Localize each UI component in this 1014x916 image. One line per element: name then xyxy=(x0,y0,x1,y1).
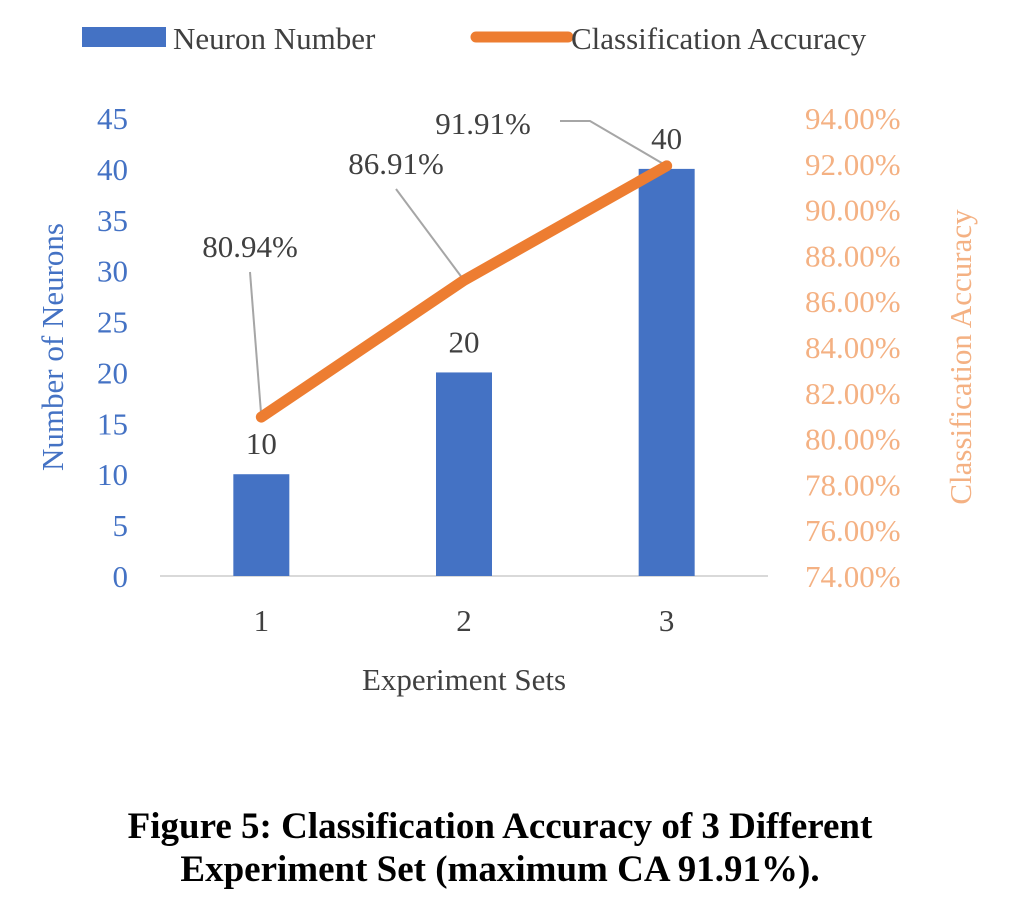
y-right-tick-label: 90.00% xyxy=(805,193,901,228)
chart-axes: 1 2 3 Experiment Sets 0 5 10 15 20 25 30 35 40 45 Numb… xyxy=(35,101,978,697)
line-point xyxy=(257,413,266,422)
y-right-tick-label: 82.00% xyxy=(805,376,901,411)
bar-series xyxy=(233,168,695,576)
leader-line xyxy=(395,188,465,281)
y-right-tick-label: 94.00% xyxy=(805,101,901,136)
data-labels: 10 20 40 80.94% 86.91% 91.91% xyxy=(202,106,682,461)
y-right-tick-label: 88.00% xyxy=(805,238,901,273)
y-right-tick-label: 92.00% xyxy=(805,147,901,182)
legend-swatch-neuron-number xyxy=(82,27,166,47)
bar xyxy=(233,474,290,576)
chart-legend: Neuron Number Classification Accuracy xyxy=(82,21,867,56)
x-tick-label: 1 xyxy=(254,603,270,638)
y-left-tick-label: 20 xyxy=(97,355,128,390)
y-right-tick-label: 80.00% xyxy=(805,422,901,457)
y-left-tick-label: 30 xyxy=(97,254,128,289)
y-right-tick-label: 76.00% xyxy=(805,513,901,548)
caption-line-2: Experiment Set (maximum CA 91.91%). xyxy=(180,849,820,890)
x-tick-label: 3 xyxy=(659,603,675,638)
bar-value-label: 40 xyxy=(651,121,682,156)
legend-label-neuron-number: Neuron Number xyxy=(173,21,376,56)
y-left-tick-label: 40 xyxy=(97,152,128,187)
y-left-tick-label: 0 xyxy=(113,559,129,594)
y-right-tick-label: 86.00% xyxy=(805,284,901,319)
leader-line xyxy=(560,120,668,167)
y-left-tick-label: 5 xyxy=(113,508,129,543)
y-left-tick-label: 15 xyxy=(97,406,128,441)
leader-line xyxy=(249,271,263,418)
y-left-tick-label: 10 xyxy=(97,457,128,492)
y-right-tick-label: 84.00% xyxy=(805,330,901,365)
leader-lines xyxy=(249,120,668,418)
line-point xyxy=(460,276,468,285)
line-point xyxy=(662,161,671,170)
y-right-tick-label: 74.00% xyxy=(805,559,901,594)
y-left-tick-label: 25 xyxy=(97,305,128,340)
line-value-label: 86.91% xyxy=(348,146,444,181)
y-right-tick-label: 78.00% xyxy=(805,467,901,502)
bar xyxy=(436,372,492,576)
y-left-tick-label: 45 xyxy=(97,101,128,136)
bar xyxy=(638,168,695,576)
y-right-axis-title: Classification Accuracy xyxy=(943,209,978,505)
combo-chart: Neuron Number Classification Accuracy 1 2 3… xyxy=(35,21,978,697)
legend-label-classification-accuracy: Classification Accuracy xyxy=(571,21,867,56)
bar-value-label: 10 xyxy=(246,426,277,461)
bar-value-label: 20 xyxy=(449,324,480,359)
caption-line-1: Figure 5: Classification Accuracy of 3 D… xyxy=(127,806,873,847)
x-tick-label: 2 xyxy=(456,603,472,638)
figure-caption: Figure 5: Classification Accuracy of 3 D… xyxy=(0,805,1000,891)
y-left-axis-title: Number of Neurons xyxy=(35,223,70,471)
line-value-label: 91.91% xyxy=(435,106,531,141)
line-value-label: 80.94% xyxy=(202,229,298,264)
y-left-tick-label: 35 xyxy=(97,203,128,238)
line-series xyxy=(255,160,673,423)
x-axis-title: Experiment Sets xyxy=(362,662,566,697)
